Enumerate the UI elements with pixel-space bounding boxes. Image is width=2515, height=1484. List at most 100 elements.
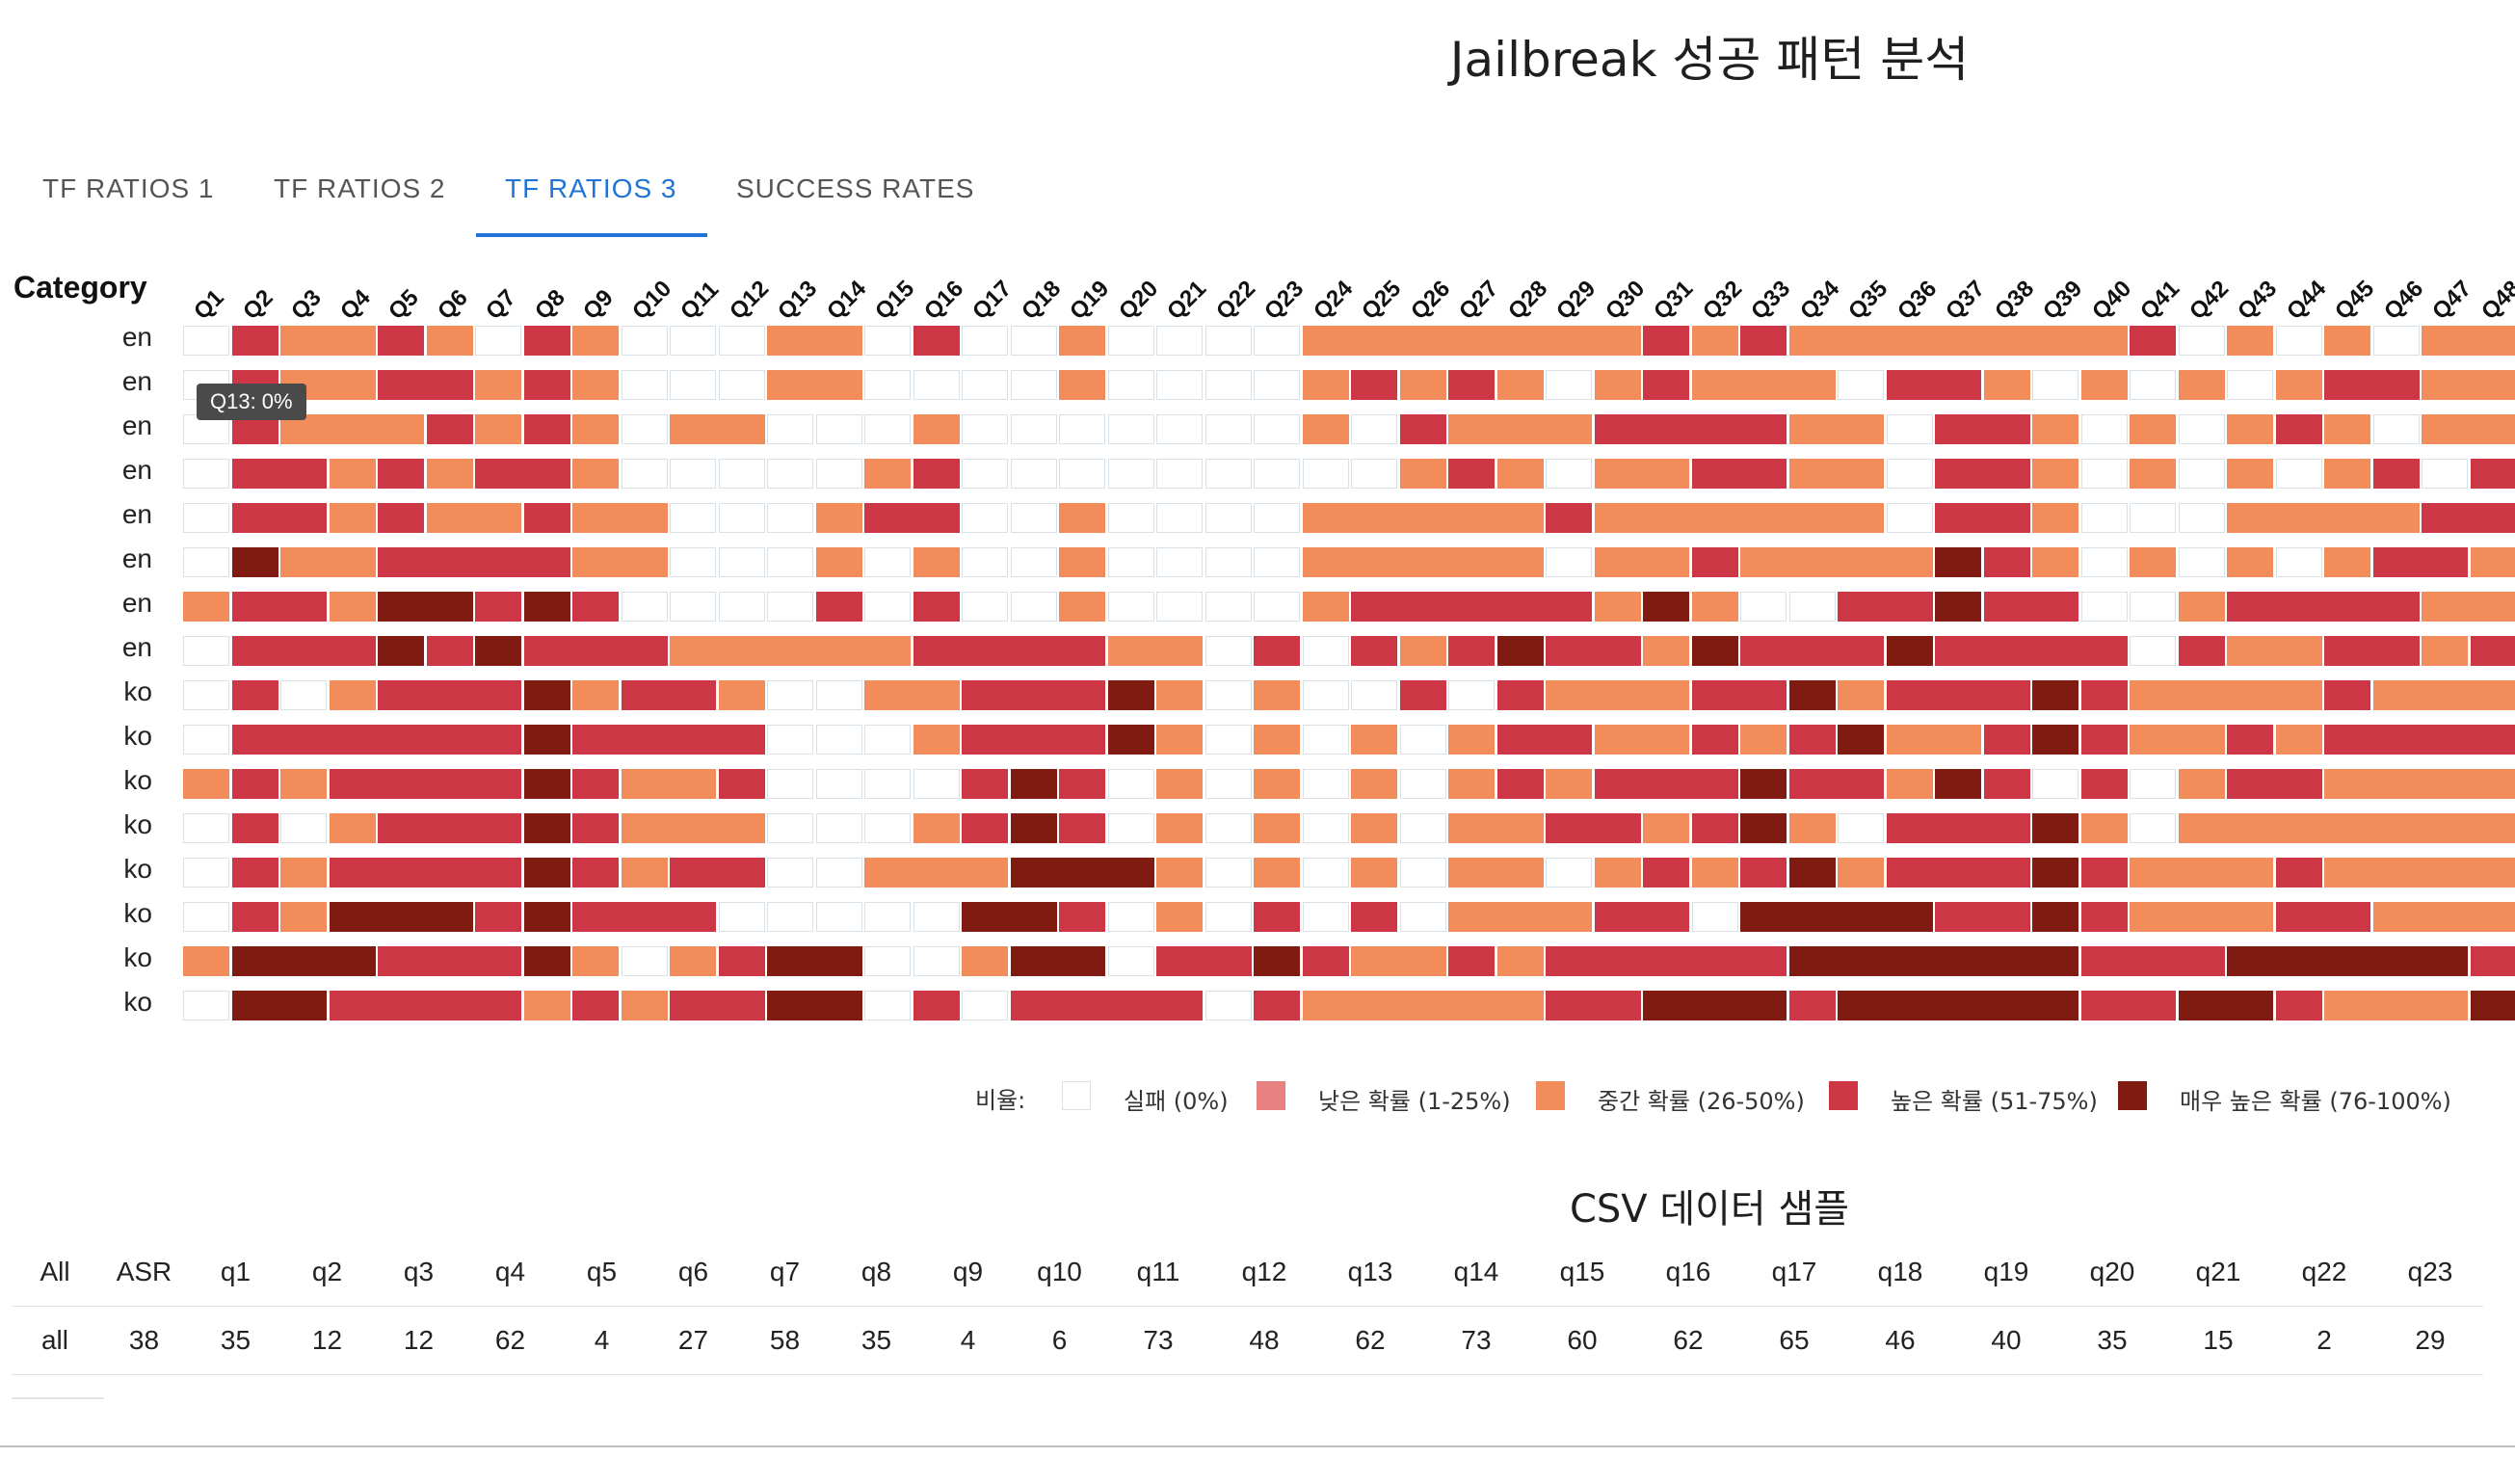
heatmap-cell[interactable] — [1496, 858, 1544, 888]
heatmap-cell[interactable] — [1010, 991, 1060, 1020]
heatmap-cell[interactable] — [426, 991, 476, 1020]
heatmap-cell[interactable] — [2227, 459, 2273, 489]
heatmap-cell[interactable] — [815, 326, 862, 356]
heatmap-cell[interactable] — [1254, 946, 1300, 976]
heatmap-cell[interactable] — [231, 902, 278, 932]
heatmap-cell[interactable] — [183, 547, 229, 577]
heatmap-cell[interactable] — [231, 769, 278, 799]
heatmap-cell[interactable] — [718, 991, 765, 1020]
heatmap-cell[interactable] — [2080, 769, 2128, 799]
heatmap-cell[interactable] — [1351, 725, 1397, 755]
heatmap-cell[interactable] — [1496, 459, 1544, 489]
heatmap-cell[interactable] — [815, 592, 862, 622]
heatmap-cell[interactable] — [329, 858, 379, 888]
heatmap-cell[interactable] — [864, 592, 911, 622]
heatmap-cell[interactable] — [1691, 813, 1738, 843]
heatmap-cell[interactable] — [1156, 813, 1203, 843]
heatmap-cell[interactable] — [1691, 503, 1741, 533]
heatmap-cell[interactable] — [1935, 326, 1985, 356]
heatmap-cell[interactable] — [1546, 414, 1592, 444]
heatmap-cell[interactable] — [1496, 680, 1544, 710]
heatmap-cell[interactable] — [1496, 370, 1544, 400]
heatmap-cell[interactable] — [962, 459, 1008, 489]
heatmap-cell[interactable] — [767, 858, 813, 888]
heatmap-cell[interactable] — [864, 547, 911, 577]
heatmap-cell[interactable] — [2275, 370, 2322, 400]
heatmap-cell[interactable] — [1302, 547, 1352, 577]
heatmap-cell[interactable] — [2324, 414, 2370, 444]
heatmap-cell[interactable] — [2324, 991, 2374, 1020]
heatmap-cell[interactable] — [1302, 902, 1349, 932]
heatmap-cell[interactable] — [2080, 459, 2128, 489]
heatmap-cell[interactable] — [2227, 813, 2277, 843]
heatmap-cell[interactable] — [378, 813, 428, 843]
heatmap-cell[interactable] — [1935, 414, 1985, 444]
heatmap-cell[interactable] — [2372, 902, 2422, 932]
heatmap-cell[interactable] — [1983, 769, 2030, 799]
heatmap-cell[interactable] — [2372, 991, 2422, 1020]
heatmap-cell[interactable] — [1740, 725, 1787, 755]
heatmap-cell[interactable] — [1205, 991, 1252, 1020]
heatmap-cell[interactable] — [2422, 636, 2468, 666]
heatmap-cell[interactable] — [2470, 813, 2515, 843]
heatmap-cell[interactable] — [2227, 902, 2273, 932]
heatmap-cell[interactable] — [1399, 769, 1446, 799]
heatmap-cell[interactable] — [1107, 769, 1154, 799]
heatmap-cell[interactable] — [1254, 680, 1300, 710]
heatmap-cell[interactable] — [621, 592, 668, 622]
heatmap-cell[interactable] — [426, 459, 473, 489]
heatmap-cell[interactable] — [864, 902, 911, 932]
heatmap-cell[interactable] — [231, 946, 281, 976]
heatmap-cell[interactable] — [1935, 902, 1985, 932]
heatmap-cell[interactable] — [2422, 858, 2472, 888]
heatmap-cell[interactable] — [670, 946, 716, 976]
heatmap-cell[interactable] — [2372, 946, 2422, 976]
heatmap-cell[interactable] — [231, 725, 281, 755]
heatmap-cell[interactable] — [1935, 636, 1985, 666]
heatmap-cell[interactable] — [864, 370, 911, 400]
heatmap-cell[interactable] — [1156, 547, 1203, 577]
heatmap-cell[interactable] — [1107, 858, 1154, 888]
heatmap-cell[interactable] — [815, 414, 862, 444]
heatmap-cell[interactable] — [475, 459, 525, 489]
heatmap-cell[interactable] — [2275, 459, 2322, 489]
heatmap-cell[interactable] — [1302, 459, 1349, 489]
heatmap-cell[interactable] — [1205, 680, 1252, 710]
heatmap-cell[interactable] — [1059, 370, 1105, 400]
heatmap-cell[interactable] — [913, 902, 960, 932]
heatmap-cell[interactable] — [1788, 592, 1836, 622]
heatmap-cell[interactable] — [1788, 503, 1839, 533]
heatmap-cell[interactable] — [2372, 326, 2420, 356]
heatmap-cell[interactable] — [523, 592, 570, 622]
heatmap-cell[interactable] — [1983, 547, 2030, 577]
heatmap-cell[interactable] — [1643, 946, 1693, 976]
heatmap-cell[interactable] — [2422, 592, 2472, 622]
heatmap-cell[interactable] — [1643, 680, 1689, 710]
heatmap-cell[interactable] — [1496, 414, 1547, 444]
heatmap-cell[interactable] — [1010, 946, 1060, 976]
heatmap-cell[interactable] — [1302, 592, 1349, 622]
heatmap-cell[interactable] — [1059, 813, 1105, 843]
heatmap-cell[interactable] — [1254, 592, 1300, 622]
heatmap-cell[interactable] — [1302, 370, 1349, 400]
heatmap-cell[interactable] — [1399, 459, 1446, 489]
heatmap-cell[interactable] — [1156, 946, 1206, 976]
heatmap-cell[interactable] — [767, 370, 817, 400]
heatmap-cell[interactable] — [1594, 769, 1644, 799]
heatmap-cell[interactable] — [621, 902, 671, 932]
heatmap-cell[interactable] — [1010, 592, 1057, 622]
heatmap-cell[interactable] — [183, 858, 229, 888]
heatmap-cell[interactable] — [2080, 326, 2128, 356]
heatmap-cell[interactable] — [1740, 459, 1787, 489]
heatmap-cell[interactable] — [2130, 946, 2180, 976]
heatmap-cell[interactable] — [2422, 946, 2468, 976]
heatmap-cell[interactable] — [621, 725, 671, 755]
heatmap-cell[interactable] — [523, 991, 570, 1020]
heatmap-cell[interactable] — [378, 459, 424, 489]
heatmap-cell[interactable] — [2324, 680, 2370, 710]
heatmap-cell[interactable] — [1496, 547, 1544, 577]
heatmap-cell[interactable] — [913, 636, 963, 666]
heatmap-cell[interactable] — [1399, 370, 1446, 400]
heatmap-cell[interactable] — [572, 636, 622, 666]
heatmap-cell[interactable] — [1886, 547, 1933, 577]
